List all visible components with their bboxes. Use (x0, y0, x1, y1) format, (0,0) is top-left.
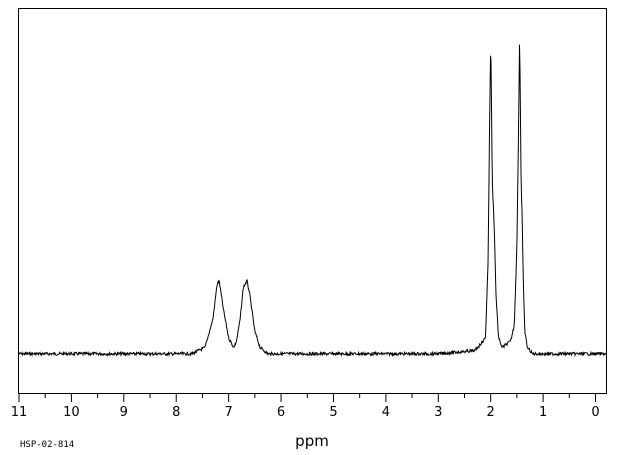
x-tick-label: 10 (63, 405, 80, 420)
x-tick-label: 11 (11, 405, 28, 420)
x-tick-label: 3 (434, 405, 442, 420)
plot-frame (18, 8, 607, 394)
x-tick-label: 9 (120, 405, 128, 420)
x-tick-label: 7 (225, 405, 233, 420)
x-tick-label: 5 (329, 405, 337, 420)
x-tick-label: 8 (172, 405, 180, 420)
x-tick-label: 6 (277, 405, 285, 420)
x-tick-label: 0 (591, 405, 599, 420)
x-tick-label: 1 (539, 405, 547, 420)
x-axis-title: ppm (295, 432, 329, 450)
spectrum-id-label: HSP-02-814 (20, 440, 74, 450)
spectrum-trace (18, 44, 607, 358)
x-tick-label: 2 (487, 405, 495, 420)
x-tick-label: 4 (382, 405, 390, 420)
